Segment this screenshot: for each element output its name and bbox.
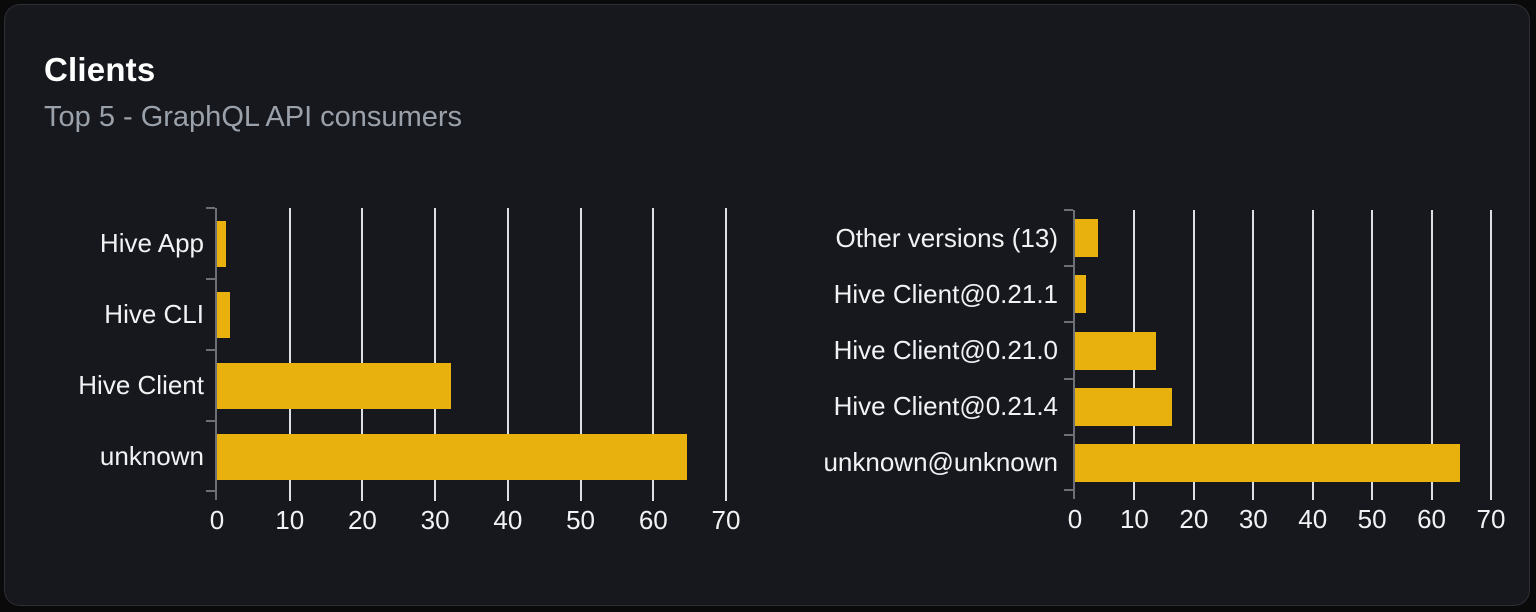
bar[interactable] <box>217 362 452 409</box>
x-axis-tick <box>434 492 437 501</box>
gridline <box>652 208 655 492</box>
gridline <box>361 208 364 492</box>
category-labels: Hive App Hive CLI Hive Client unknown <box>25 208 204 492</box>
x-axis-tick <box>652 492 655 501</box>
y-axis-tick <box>206 278 215 280</box>
x-axis-tick <box>1133 491 1136 500</box>
x-axis-tick-label: 0 <box>209 505 225 535</box>
gridline <box>1430 210 1433 491</box>
gridline <box>725 208 727 492</box>
x-axis-tick-label: 40 <box>493 505 523 535</box>
category-label: Hive Client@0.21.0 <box>833 335 1058 365</box>
category-label: Hive Client@0.21.4 <box>833 391 1058 422</box>
x-axis-tick <box>1371 491 1374 500</box>
category-label: unknown <box>99 441 204 471</box>
bar[interactable] <box>217 433 688 480</box>
gridline <box>506 208 509 492</box>
x-axis-tick <box>288 492 291 501</box>
category-label: unknown@unknown <box>823 447 1058 478</box>
x-axis-tick-label: 20 <box>347 505 377 535</box>
gridline <box>579 208 582 492</box>
clients-panel: Clients Top 5 - GraphQL API consumers Hi… <box>4 4 1530 606</box>
x-axis-tick-label: 50 <box>566 505 596 535</box>
x-axis-tick-label: 60 <box>638 505 668 535</box>
x-axis-tick-label: 70 <box>1476 504 1506 534</box>
category-label: Hive Client <box>78 370 204 400</box>
gridline <box>1192 210 1195 491</box>
plot-area: 0 10 20 30 40 50 60 70 <box>206 207 740 535</box>
x-axis-tick-label: 30 <box>420 505 450 535</box>
x-axis-tick <box>1490 491 1492 500</box>
gridline <box>434 208 437 492</box>
y-axis-line <box>1073 210 1075 499</box>
x-axis-tick-label: 20 <box>1179 504 1209 534</box>
y-axis-tick <box>1064 489 1073 491</box>
x-axis-tick-label: 50 <box>1357 504 1387 534</box>
bar[interactable] <box>217 220 226 267</box>
bar[interactable] <box>1075 219 1098 258</box>
category-labels: Other versions (13) Hive Client@0.21.1 Hiv… <box>823 210 1058 491</box>
bar[interactable] <box>1075 275 1086 314</box>
gridline <box>1371 210 1374 491</box>
x-axis-tick-label: 40 <box>1298 504 1328 534</box>
bar[interactable] <box>1075 387 1173 426</box>
y-axis-tick <box>1064 209 1073 211</box>
bar[interactable] <box>217 291 231 338</box>
x-axis-tick-label: 10 <box>1119 504 1149 534</box>
bar[interactable] <box>1075 331 1157 370</box>
plot-area: 0 10 20 30 40 50 60 70 <box>1064 209 1505 534</box>
y-axis-line <box>215 208 217 500</box>
x-axis-tick-label: 60 <box>1417 504 1447 534</box>
gridline <box>1311 210 1314 491</box>
x-axis-tick-label: 30 <box>1238 504 1268 534</box>
y-axis-tick <box>1064 321 1073 324</box>
category-label: Other versions (13) <box>835 222 1058 253</box>
y-axis-tick <box>206 349 215 351</box>
x-axis-tick-label: 0 <box>1067 504 1083 534</box>
x-axis-tick <box>1192 491 1195 500</box>
x-axis-tick-label: 70 <box>711 505 741 535</box>
x-axis-tick <box>1430 491 1433 500</box>
y-axis-tick <box>206 490 215 492</box>
panel-subtitle: Top 5 - GraphQL API consumers <box>44 101 463 133</box>
gridline <box>1252 210 1255 491</box>
panel-title: Clients <box>44 51 156 88</box>
x-axis-tick <box>1311 491 1314 500</box>
x-axis-tick <box>725 492 727 501</box>
y-axis-tick <box>206 207 215 209</box>
y-axis-tick <box>1064 377 1073 380</box>
x-axis-tick-label: 10 <box>275 505 305 535</box>
x-axis-tick <box>579 492 582 501</box>
y-axis-tick <box>206 420 215 422</box>
category-label: Hive Client@0.21.1 <box>833 278 1058 309</box>
y-axis-tick <box>1064 265 1073 268</box>
x-axis-tick <box>506 492 509 501</box>
gridline <box>1490 210 1492 491</box>
x-axis-tick <box>361 492 364 501</box>
y-axis-tick <box>1064 433 1073 436</box>
x-axis-tick <box>1252 491 1255 500</box>
gridline <box>288 208 291 492</box>
category-label: Hive App <box>99 228 204 258</box>
bar[interactable] <box>1075 443 1460 482</box>
category-label: Hive CLI <box>104 299 204 329</box>
